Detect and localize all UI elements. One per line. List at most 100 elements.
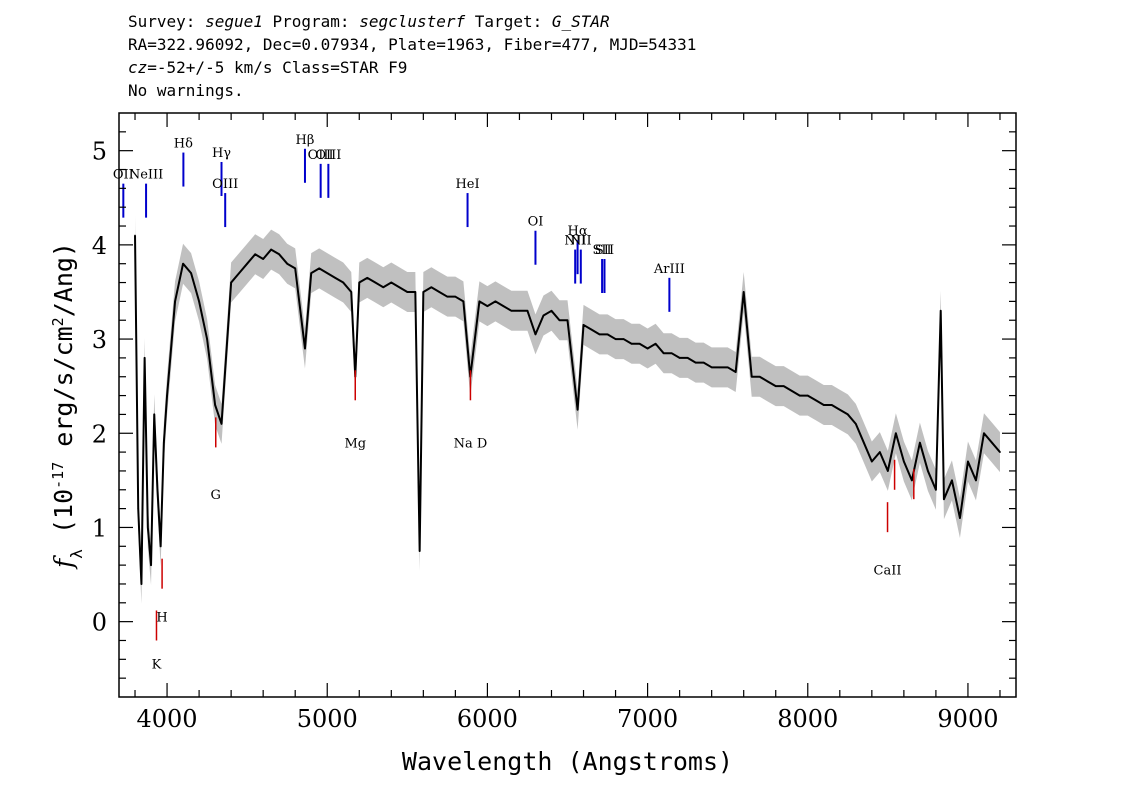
flux-point	[418, 550, 421, 552]
cz-label: cz	[128, 58, 148, 77]
flux-point	[975, 479, 977, 482]
emission-line-label: NeIII	[129, 168, 163, 183]
flux-point	[951, 479, 953, 482]
flux-point	[959, 517, 961, 519]
flux-point	[582, 324, 585, 326]
flux-point	[390, 281, 393, 284]
flux-point	[606, 333, 609, 336]
flux-point	[839, 408, 841, 411]
flux-series	[134, 235, 1001, 585]
flux-point	[887, 470, 889, 472]
flux-point	[143, 357, 146, 359]
plot-frame	[118, 112, 1017, 698]
flux-point	[558, 319, 561, 322]
flux-point	[163, 441, 165, 444]
flux-point	[710, 366, 713, 369]
flux-point	[334, 277, 337, 279]
flux-point	[911, 479, 913, 482]
emission-line-label: SII	[593, 243, 612, 258]
flux-point	[686, 357, 689, 359]
y-tick-label: 3	[92, 326, 107, 354]
flux-point	[526, 310, 529, 312]
flux-point	[806, 394, 809, 397]
spectral-lines-layer: OIINeIIIHδHγOIIIHβOIIIOIIIHeIOINIIHαNIIS…	[113, 133, 915, 673]
flux-point	[286, 262, 288, 265]
absorption-line-label: G	[211, 488, 221, 503]
y-axis-label-text: fλ (10-17 erg/s/cm2/Ang)	[49, 242, 86, 570]
spectrum-header: Survey: segue1 Program: segclusterf Targ…	[128, 10, 696, 102]
flux-point	[166, 394, 168, 397]
class-text: km/s Class=STAR F9	[224, 58, 408, 77]
flux-point	[406, 291, 409, 293]
flux-point	[238, 272, 240, 274]
x-tick-label: 4000	[137, 705, 198, 733]
header-coordinates-row: RA=322.96092, Dec=0.07934, Plate=1963, F…	[128, 35, 697, 54]
flux-point	[590, 328, 593, 331]
emission-line-label: NII	[570, 234, 592, 249]
flux-point	[750, 375, 753, 378]
flux-point	[318, 267, 321, 270]
flux-point	[935, 488, 937, 491]
flux-point	[903, 460, 905, 463]
flux-point	[871, 460, 873, 463]
axis-ticks-layer: 4000 5000 6000 7000 8000 9000 0 1 2 3 4 5	[92, 113, 1016, 733]
header-survey-row: Survey: segue1 Program: segclusterf Targ…	[128, 10, 696, 33]
x-tick-label: 7000	[617, 705, 678, 733]
x-axis-label: Wavelength (Angstroms)	[402, 747, 733, 776]
flux-point	[278, 253, 280, 256]
flux-point	[438, 291, 441, 293]
flux-point	[430, 286, 433, 289]
program-value: segclusterf	[359, 12, 466, 31]
flux-point	[182, 262, 184, 265]
flux-point	[446, 295, 449, 298]
flux-point	[326, 272, 329, 274]
y-tick-label: 5	[92, 138, 107, 166]
flux-point	[678, 357, 681, 359]
cz-value: =-52+/-5	[147, 58, 225, 77]
flux-point	[790, 390, 793, 392]
flux-point	[999, 451, 1001, 453]
program-label: Program:	[262, 12, 360, 31]
flux-point	[542, 314, 545, 317]
flux-point	[246, 262, 248, 265]
flux-point	[137, 507, 140, 510]
error-band	[135, 215, 1000, 604]
flux-point	[147, 526, 149, 529]
flux-point	[510, 310, 513, 312]
survey-value: segue1	[205, 12, 263, 31]
flux-point	[943, 498, 945, 500]
flux-point	[398, 286, 401, 289]
flux-point	[694, 361, 697, 364]
emission-line-label: Hα	[568, 224, 588, 239]
error-band-layer	[135, 215, 1000, 604]
x-tick-label: 6000	[457, 705, 518, 733]
x-tick-label: 9000	[937, 705, 998, 733]
flux-point	[919, 441, 921, 444]
flux-point	[254, 253, 256, 256]
flux-point	[454, 295, 457, 298]
flux-point	[662, 352, 665, 354]
emission-line-label: Hγ	[212, 146, 231, 161]
flux-point	[670, 352, 673, 354]
flux-point	[478, 300, 481, 303]
flux-point	[230, 281, 232, 284]
flux-point	[766, 380, 769, 383]
flux-point	[358, 281, 361, 284]
survey-label: Survey:	[128, 12, 206, 31]
flux-point	[822, 404, 825, 406]
flux-point	[782, 385, 785, 387]
y-tick-label: 2	[92, 420, 107, 448]
flux-point	[638, 342, 641, 345]
flux-point	[206, 338, 208, 340]
flux-point	[159, 545, 162, 548]
flux-point	[598, 333, 601, 336]
y-axis-label: fλ (10-17 erg/s/cm2/Ang)	[49, 242, 86, 570]
flux-point	[414, 291, 417, 293]
emission-line-label: Hβ	[296, 133, 315, 148]
flux-point	[366, 277, 369, 279]
flux-point	[814, 399, 817, 402]
flux-point	[294, 267, 296, 270]
flux-point	[718, 366, 721, 369]
flux-point	[374, 281, 377, 284]
flux-point	[646, 347, 649, 350]
